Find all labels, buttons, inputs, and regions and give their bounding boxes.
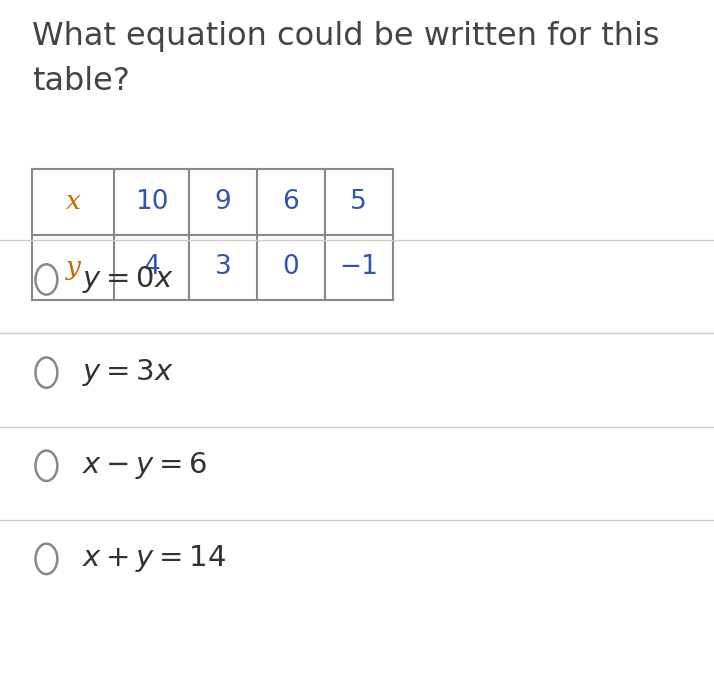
Text: $\mathit{y}=3\mathit{x}$: $\mathit{y}=3\mathit{x}$ (82, 357, 174, 388)
Text: x: x (66, 189, 81, 215)
Text: 0: 0 (283, 255, 299, 280)
Text: 9: 9 (215, 189, 231, 215)
Text: $\mathit{x}-\mathit{y}=6$: $\mathit{x}-\mathit{y}=6$ (82, 451, 208, 481)
Text: 4: 4 (144, 255, 160, 280)
Text: What equation could be written for this: What equation could be written for this (32, 21, 660, 52)
Text: table?: table? (32, 66, 130, 97)
Text: y: y (66, 255, 81, 280)
Text: $\mathit{x}+\mathit{y}=14$: $\mathit{x}+\mathit{y}=14$ (82, 544, 226, 574)
Text: 3: 3 (215, 255, 231, 280)
Text: −1: −1 (339, 255, 378, 280)
Text: 6: 6 (283, 189, 299, 215)
Text: 10: 10 (135, 189, 169, 215)
Text: $\mathit{y}=0\mathit{x}$: $\mathit{y}=0\mathit{x}$ (82, 264, 174, 295)
Text: 5: 5 (351, 189, 367, 215)
